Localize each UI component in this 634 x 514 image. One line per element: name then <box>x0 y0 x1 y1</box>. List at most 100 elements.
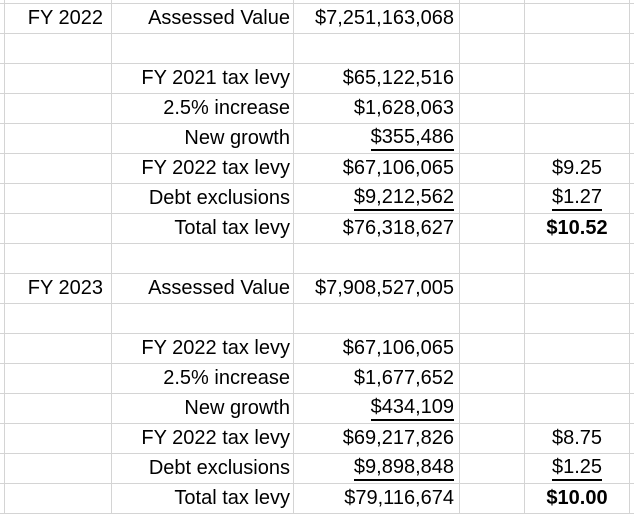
cell-gap[interactable] <box>460 154 525 184</box>
cell-gap[interactable] <box>460 424 525 454</box>
cell-rate[interactable] <box>525 94 630 124</box>
cell-label[interactable]: 2.5% increase <box>112 364 294 394</box>
cell-rate[interactable] <box>525 244 630 274</box>
cell-right-margin[interactable] <box>630 334 634 364</box>
cell-gap[interactable] <box>460 334 525 364</box>
cell-year[interactable]: FY 2022 <box>5 4 112 34</box>
cell-rate[interactable] <box>525 4 630 34</box>
cell-year[interactable] <box>5 304 112 334</box>
cell-left-margin[interactable] <box>0 4 5 34</box>
cell-year[interactable] <box>5 154 112 184</box>
cell-gap[interactable] <box>460 124 525 154</box>
cell-value[interactable]: $9,898,848 <box>294 454 460 484</box>
cell-label[interactable]: Debt exclusions <box>112 454 294 484</box>
cell-rate[interactable] <box>525 0 630 4</box>
cell-right-margin[interactable] <box>630 124 634 154</box>
cell-gap[interactable] <box>460 214 525 244</box>
cell-year[interactable]: FY 2023 <box>5 274 112 304</box>
cell-gap[interactable] <box>460 274 525 304</box>
cell-right-margin[interactable] <box>630 274 634 304</box>
cell-left-margin[interactable] <box>0 64 5 94</box>
cell-year[interactable] <box>5 244 112 274</box>
cell-year[interactable] <box>5 124 112 154</box>
cell-left-margin[interactable] <box>0 394 5 424</box>
cell-year[interactable] <box>5 0 112 4</box>
cell-gap[interactable] <box>460 0 525 4</box>
cell-rate[interactable] <box>525 304 630 334</box>
cell-rate[interactable] <box>525 34 630 64</box>
cell-value[interactable] <box>294 304 460 334</box>
cell-left-margin[interactable] <box>0 214 5 244</box>
cell-year[interactable] <box>5 394 112 424</box>
cell-value[interactable]: $65,122,516 <box>294 64 460 94</box>
cell-gap[interactable] <box>460 184 525 214</box>
cell-year[interactable] <box>5 484 112 514</box>
cell-year[interactable] <box>5 364 112 394</box>
cell-value[interactable]: $76,318,627 <box>294 214 460 244</box>
cell-label[interactable]: Total tax levy <box>112 214 294 244</box>
cell-rate[interactable] <box>525 334 630 364</box>
cell-value[interactable]: $67,106,065 <box>294 334 460 364</box>
cell-value[interactable]: $79,116,674 <box>294 484 460 514</box>
cell-right-margin[interactable] <box>630 214 634 244</box>
cell-right-margin[interactable] <box>630 484 634 514</box>
cell-gap[interactable] <box>460 394 525 424</box>
cell-rate[interactable]: $8.75 <box>525 424 630 454</box>
cell-label[interactable]: Assessed Value <box>112 4 294 34</box>
cell-right-margin[interactable] <box>630 64 634 94</box>
cell-gap[interactable] <box>460 454 525 484</box>
cell-value[interactable] <box>294 34 460 64</box>
cell-left-margin[interactable] <box>0 424 5 454</box>
cell-label[interactable]: Debt exclusions <box>112 184 294 214</box>
cell-right-margin[interactable] <box>630 364 634 394</box>
cell-rate[interactable] <box>525 394 630 424</box>
cell-left-margin[interactable] <box>0 364 5 394</box>
cell-right-margin[interactable] <box>630 304 634 334</box>
cell-left-margin[interactable] <box>0 334 5 364</box>
cell-value[interactable]: $1,628,063 <box>294 94 460 124</box>
cell-left-margin[interactable] <box>0 304 5 334</box>
cell-gap[interactable] <box>460 34 525 64</box>
cell-right-margin[interactable] <box>630 4 634 34</box>
cell-right-margin[interactable] <box>630 94 634 124</box>
cell-label[interactable]: New growth <box>112 124 294 154</box>
cell-year[interactable] <box>5 64 112 94</box>
cell-label[interactable]: Total tax levy <box>112 484 294 514</box>
cell-right-margin[interactable] <box>630 394 634 424</box>
cell-gap[interactable] <box>460 244 525 274</box>
cell-gap[interactable] <box>460 484 525 514</box>
cell-left-margin[interactable] <box>0 184 5 214</box>
cell-left-margin[interactable] <box>0 124 5 154</box>
cell-label[interactable]: FY 2022 tax levy <box>112 334 294 364</box>
cell-rate[interactable]: $1.25 <box>525 454 630 484</box>
cell-label[interactable] <box>112 34 294 64</box>
cell-right-margin[interactable] <box>630 0 634 4</box>
cell-right-margin[interactable] <box>630 244 634 274</box>
cell-year[interactable] <box>5 184 112 214</box>
cell-year[interactable] <box>5 214 112 244</box>
cell-label[interactable] <box>112 244 294 274</box>
cell-left-margin[interactable] <box>0 154 5 184</box>
cell-value[interactable]: $7,908,527,005 <box>294 274 460 304</box>
cell-value[interactable]: $9,212,562 <box>294 184 460 214</box>
cell-rate[interactable] <box>525 274 630 304</box>
cell-label[interactable] <box>112 304 294 334</box>
cell-right-margin[interactable] <box>630 34 634 64</box>
cell-right-margin[interactable] <box>630 424 634 454</box>
cell-left-margin[interactable] <box>0 94 5 124</box>
cell-label[interactable]: FY 2022 tax levy <box>112 154 294 184</box>
cell-rate[interactable]: $10.52 <box>525 214 630 244</box>
cell-left-margin[interactable] <box>0 454 5 484</box>
cell-rate[interactable] <box>525 64 630 94</box>
cell-right-margin[interactable] <box>630 154 634 184</box>
cell-year[interactable] <box>5 334 112 364</box>
cell-rate[interactable] <box>525 124 630 154</box>
cell-value[interactable]: $434,109 <box>294 394 460 424</box>
cell-value[interactable]: $355,486 <box>294 124 460 154</box>
cell-value[interactable]: $69,217,826 <box>294 424 460 454</box>
cell-label[interactable] <box>112 0 294 4</box>
cell-left-margin[interactable] <box>0 34 5 64</box>
cell-rate[interactable]: $9.25 <box>525 154 630 184</box>
cell-year[interactable] <box>5 34 112 64</box>
cell-left-margin[interactable] <box>0 0 5 4</box>
